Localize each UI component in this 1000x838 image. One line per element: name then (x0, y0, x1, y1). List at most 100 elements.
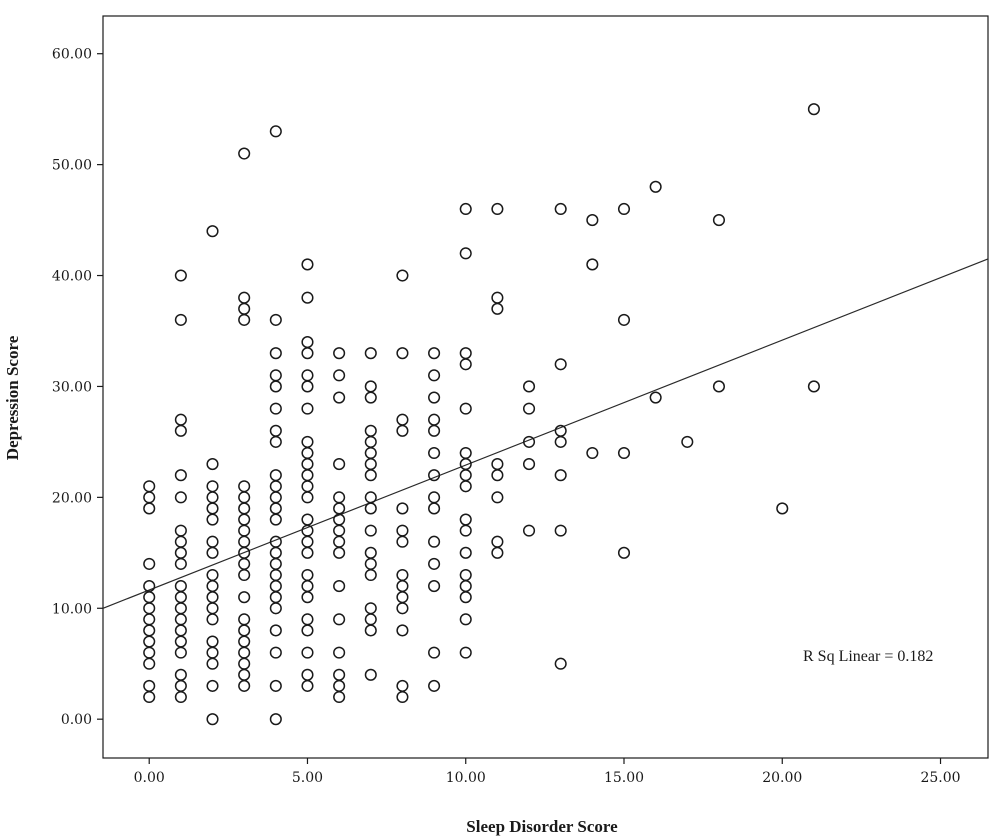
data-point (428, 413, 441, 426)
data-point (143, 624, 156, 637)
data-point (269, 369, 282, 382)
x-tick-label: 20.00 (762, 770, 802, 786)
data-point (459, 347, 472, 360)
data-point (269, 580, 282, 593)
data-point (522, 524, 536, 537)
data-point (143, 491, 156, 504)
data-point (174, 524, 187, 537)
data-point (206, 679, 219, 692)
data-point (459, 568, 472, 582)
data-point (238, 635, 251, 648)
data-point (143, 557, 156, 570)
x-tick-label: 10.00 (446, 770, 486, 786)
data-point (238, 657, 251, 670)
data-point (364, 602, 377, 615)
data-point (206, 657, 219, 670)
data-point (428, 580, 441, 593)
data-point (174, 491, 187, 504)
data-point (522, 380, 536, 393)
data-point (269, 602, 282, 615)
data-point (301, 535, 314, 548)
data-point (238, 502, 251, 515)
data-point (206, 568, 219, 582)
data-point (396, 424, 409, 437)
data-point (301, 258, 314, 271)
data-point (333, 613, 346, 626)
x-tick-label: 0.00 (134, 770, 165, 786)
data-point (238, 291, 251, 304)
data-point (238, 524, 251, 537)
data-point (143, 679, 156, 692)
data-point (269, 469, 282, 482)
data-point (333, 690, 346, 704)
data-point (364, 458, 377, 471)
fit-line (102, 258, 989, 609)
data-point (174, 602, 187, 615)
data-point (174, 635, 187, 648)
data-point (238, 646, 251, 659)
data-point (364, 613, 377, 626)
data-point (396, 269, 409, 282)
data-point (459, 546, 472, 559)
data-point (301, 568, 314, 582)
data-point (269, 313, 282, 326)
data-point (554, 435, 567, 448)
data-point (459, 480, 472, 493)
data-point (206, 513, 219, 526)
data-point (301, 435, 314, 448)
data-point (491, 291, 504, 304)
data-point (269, 646, 282, 659)
data-point (301, 513, 314, 526)
data-point (174, 557, 187, 570)
data-point (269, 568, 282, 582)
data-point (428, 535, 441, 548)
data-point (174, 613, 187, 626)
data-point (174, 535, 187, 548)
data-point (396, 502, 409, 515)
data-point (554, 202, 567, 216)
data-point (174, 313, 187, 326)
y-tick-label: 60.00 (52, 47, 92, 63)
data-point (428, 502, 441, 515)
data-point (269, 513, 282, 526)
data-point (364, 347, 377, 360)
data-point (333, 369, 346, 382)
data-point (269, 491, 282, 504)
data-point (174, 646, 187, 659)
data-point (364, 424, 377, 437)
data-point (301, 591, 314, 604)
y-tick-label: 30.00 (52, 379, 92, 395)
data-point (396, 624, 409, 637)
data-point (301, 679, 314, 692)
data-point (206, 546, 219, 559)
y-tick-label: 50.00 (52, 158, 92, 174)
data-point (238, 557, 251, 570)
data-point (206, 580, 219, 593)
data-point (174, 546, 187, 559)
data-point (301, 646, 314, 659)
data-point (554, 358, 567, 371)
plot-frame (102, 15, 989, 759)
data-point (333, 513, 346, 526)
data-point (396, 535, 409, 548)
data-point (333, 535, 346, 548)
data-point (396, 568, 409, 582)
data-point (807, 103, 820, 116)
data-point (428, 646, 441, 659)
data-point (617, 546, 631, 559)
data-point (459, 358, 472, 371)
data-point (301, 369, 314, 382)
data-point (459, 469, 472, 482)
x-tick-label: 5.00 (292, 770, 323, 786)
data-point (238, 535, 251, 548)
data-point (143, 690, 156, 704)
data-point (143, 480, 156, 493)
data-point (491, 458, 504, 471)
data-point (301, 446, 314, 460)
data-point (428, 347, 441, 360)
data-point (238, 147, 251, 160)
data-point (238, 679, 251, 692)
data-point (459, 247, 472, 260)
data-point (174, 679, 187, 692)
